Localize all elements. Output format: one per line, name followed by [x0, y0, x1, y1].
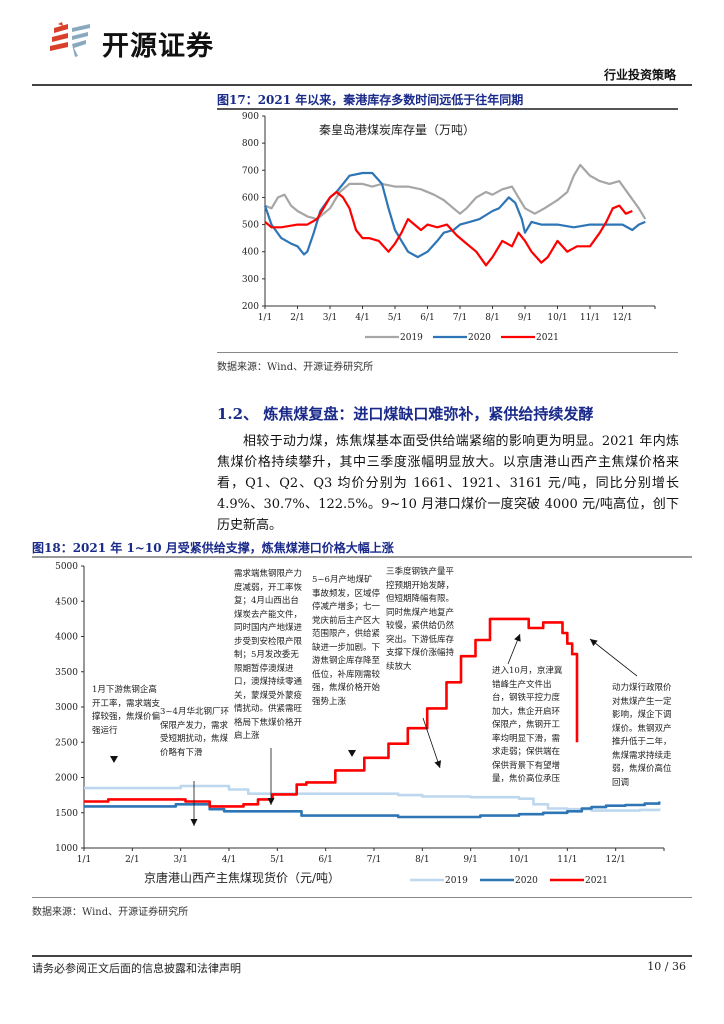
series-2021	[264, 190, 633, 267]
svg-text:7/1: 7/1	[367, 855, 381, 865]
logo-text: 开源证券	[102, 31, 214, 62]
svg-text:2000: 2000	[55, 774, 78, 784]
svg-text:600: 600	[242, 193, 259, 203]
figure18-top-rule	[32, 556, 692, 558]
svg-text:1/1: 1/1	[258, 313, 272, 323]
svg-text:8/1: 8/1	[415, 855, 429, 865]
svg-text:5/1: 5/1	[270, 855, 284, 865]
svg-text:12/1: 12/1	[612, 313, 632, 323]
chart17-lines	[263, 163, 647, 267]
svg-text:11/1: 11/1	[580, 313, 600, 323]
svg-text:12/1: 12/1	[606, 855, 626, 865]
svg-text:5000: 5000	[55, 562, 78, 572]
annotation-mar-apr: 3~4月华北钢厂环保限产发力，需求受短期扰动，焦煤价略有下滑	[160, 707, 229, 758]
svg-text:4500: 4500	[55, 597, 78, 607]
svg-text:2/1: 2/1	[290, 313, 304, 323]
svg-text:200: 200	[242, 302, 259, 312]
company-logo: 开源证券	[48, 20, 248, 62]
figure18-source: 数据来源：Wind、开源证券研究所	[32, 907, 189, 918]
chart17-legend: 2019 2020 2021	[365, 333, 559, 343]
annotation-oct: 进入10月，京津冀错峰生产文件出台，钢铁平控力度加大，焦企开启环保限产，焦钢开工…	[492, 666, 563, 784]
section-title: 1.2、 炼焦煤复盘：进口煤缺口难弥补，紧供给持续发酵	[217, 405, 594, 423]
svg-text:3500: 3500	[55, 668, 78, 678]
chart18-lines	[84, 617, 661, 819]
svg-text:3000: 3000	[55, 703, 78, 713]
svg-text:10/1: 10/1	[509, 855, 529, 865]
svg-text:300: 300	[242, 275, 259, 285]
svg-text:6/1: 6/1	[318, 855, 332, 865]
svg-text:9/1: 9/1	[518, 313, 532, 323]
header-rule	[32, 84, 692, 86]
figure17-bottom-rule	[217, 352, 678, 353]
chart18-legend: 2019 2020 2021	[410, 876, 608, 886]
svg-text:6/1: 6/1	[420, 313, 434, 323]
series-2020	[263, 171, 646, 259]
annotation-jan: 1月下游焦钢企高开工率，需求端支撑较强，焦煤价偏强运行	[92, 685, 161, 736]
svg-text:4/1: 4/1	[355, 313, 369, 323]
figure18-caption: 图18：2021 年 1~10 月受紧供给支撑，炼焦煤港口价格大幅上涨	[32, 541, 394, 555]
svg-text:400: 400	[242, 248, 259, 258]
footer-rule	[32, 955, 692, 957]
svg-text:8/1: 8/1	[485, 313, 499, 323]
svg-text:800: 800	[242, 139, 259, 149]
svg-text:700: 700	[242, 166, 259, 176]
svg-text:3/1: 3/1	[173, 855, 187, 865]
svg-text:1000: 1000	[55, 844, 78, 854]
svg-text:900: 900	[242, 112, 259, 122]
figure17-chart: 秦皇岛港煤炭库存量（万吨） 200 300 400 500 600 700 800 900 1/…	[242, 112, 656, 343]
svg-text:2500: 2500	[55, 738, 78, 748]
svg-text:4000: 4000	[55, 633, 78, 643]
logo-mark-icon	[50, 22, 90, 57]
svg-text:1/1: 1/1	[77, 855, 91, 865]
series-2020	[84, 801, 661, 819]
svg-text:9/1: 9/1	[463, 855, 477, 865]
annotation-nov: 动力煤行政限价对焦煤产生一定影响，煤企下调煤价。焦钢双产推升低于二年，焦煤需求持…	[612, 683, 672, 788]
chart17-axes: 200 300 400 500 600 700 800 900 1/1 2/1 3/1 4/1 5/1 6…	[242, 112, 656, 323]
chart18-arrows	[110, 633, 638, 826]
svg-text:2021: 2021	[536, 333, 559, 343]
svg-text:2021: 2021	[585, 876, 608, 886]
figure18-bottom-rule	[32, 897, 692, 898]
svg-text:2020: 2020	[515, 876, 538, 886]
series-2021	[84, 617, 579, 808]
report-category: 行业投资策略	[603, 68, 676, 82]
figure17-caption: 图17：2021 年以来，秦港库存多数时间远低于往年同期	[217, 93, 524, 107]
figure18-chart: 1000 1500 2000 2500 3000 3500 4000 4500 5000 1/1 2…	[55, 562, 665, 886]
svg-text:10/1: 10/1	[547, 313, 567, 323]
page-number: 10 / 36	[647, 960, 686, 973]
chart17-title: 秦皇岛港煤炭库存量（万吨）	[319, 122, 475, 137]
paragraph-text: 相较于动力煤，炼焦煤基本面受供给端紧缩的影响更为明显。2021 年内炼焦煤价格持…	[217, 434, 679, 533]
annotation-may-jun: 5~6月产地煤矿事故频发，区域停停减产增多；七一党庆前后主产区大范围限产，供给紧…	[312, 575, 381, 707]
svg-text:4/1: 4/1	[222, 855, 236, 865]
footer-disclaimer: 请务必参阅正文后面的信息披露和法律声明	[32, 962, 241, 975]
annotation-apr-may: 需求端焦钢限产力度减弱，开工率恢复；4月山西出台煤炭去产能文件，同时国内产地煤进…	[234, 569, 303, 741]
chart18-title: 京唐港山西产主焦煤现货价（元/吨）	[144, 870, 340, 885]
svg-text:1500: 1500	[55, 809, 78, 819]
svg-text:3/1: 3/1	[323, 313, 337, 323]
svg-text:2019: 2019	[445, 876, 468, 886]
figure17-top-rule	[217, 108, 678, 110]
svg-text:11/1: 11/1	[557, 855, 577, 865]
figure17-source: 数据来源：Wind、开源证券研究所	[217, 362, 374, 373]
svg-text:500: 500	[242, 221, 259, 231]
series-2019	[84, 784, 661, 812]
svg-text:5/1: 5/1	[388, 313, 402, 323]
svg-text:2020: 2020	[468, 333, 491, 343]
svg-text:7/1: 7/1	[453, 313, 467, 323]
svg-text:2/1: 2/1	[125, 855, 139, 865]
section-paragraph: 相较于动力煤，炼焦煤基本面受供给端紧缩的影响更为明显。2021 年内炼焦煤价格持…	[217, 431, 679, 536]
annotation-q3: 三季度钢铁产量平控预期开始发酵，但短期降幅有限。同时焦煤产地复产较慢，紧供给仍然…	[386, 567, 455, 672]
svg-text:2019: 2019	[400, 333, 423, 343]
